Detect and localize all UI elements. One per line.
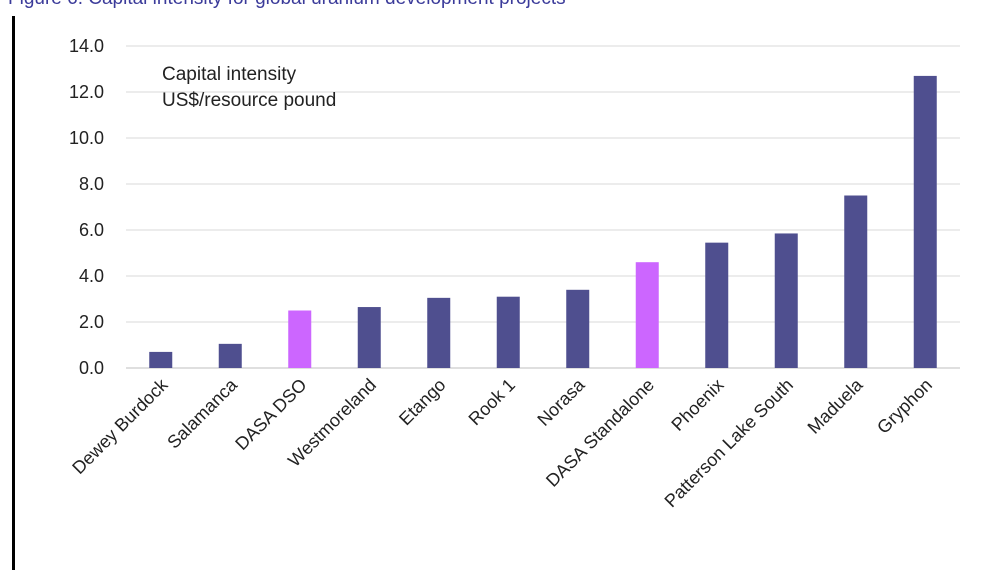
bar-westmoreland [357,307,381,368]
x-category-label: Gryphon [873,375,936,438]
bar-dasa-dso [288,310,312,368]
annotation-line: Capital intensity [162,64,297,85]
bar-dasa-standalone [635,262,659,368]
bar-salamanca [218,343,242,368]
y-tick-label: 14.0 [69,36,104,56]
x-category-label: Norasa [533,374,589,430]
x-category-label: Rook 1 [465,375,519,429]
y-tick-label: 6.0 [79,220,104,240]
x-category-label: Patterson Lake South [661,375,798,512]
y-tick-label: 10.0 [69,128,104,148]
bar-etango [427,297,451,368]
bar-phoenix [705,242,729,368]
bar-gryphon [913,75,937,369]
x-category-label: Etango [395,375,449,429]
x-category-label: Phoenix [667,375,727,435]
bar-rook-1 [496,296,520,368]
y-tick-label: 4.0 [79,266,104,286]
figure-caption: Figure 6. Capital intensity for global u… [8,0,566,10]
x-category-label: Salamanca [163,374,242,453]
annotation-line: US$/resource pound [162,90,336,111]
y-tick-label: 12.0 [69,82,104,102]
gridlines [126,45,960,369]
x-category-label: Dewey Burdock [68,374,172,478]
y-tick-label: 0.0 [79,358,104,378]
bar-maduela [844,195,868,368]
figure-caption-clip: Figure 6. Capital intensity for global u… [0,0,994,12]
y-axis-tick-labels: 0.0 2.0 4.0 6.0 8.0 10.0 12.0 14.0 [69,36,104,378]
bar-dewey-burdock [149,351,173,368]
bars [149,75,937,369]
y-tick-label: 8.0 [79,174,104,194]
y-tick-label: 2.0 [79,312,104,332]
annotation: Capital intensity US$/resource pound [162,64,336,111]
bar-patterson-lake-south [774,233,798,368]
bar-norasa [566,289,590,368]
left-border-rule [12,16,15,570]
x-category-label: Maduela [804,374,868,438]
